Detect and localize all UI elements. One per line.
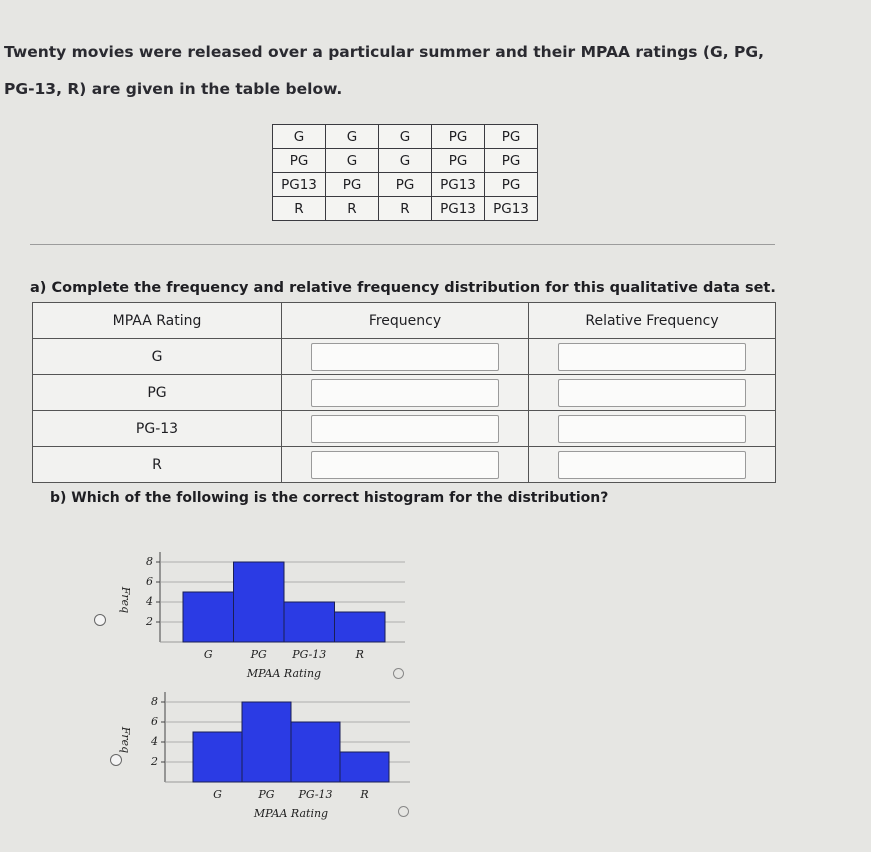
rating-cell: PG-13 bbox=[32, 410, 282, 447]
part-b-prompt: b) Which of the following is the correct… bbox=[50, 490, 609, 506]
table-cell: G bbox=[378, 148, 432, 173]
table-cell: PG bbox=[431, 124, 485, 149]
y-tick-label: 6 bbox=[151, 715, 158, 728]
table-row: PG13 PG PG PG13 PG bbox=[272, 172, 538, 197]
table-row: PG-13 bbox=[32, 410, 776, 447]
answer-input[interactable] bbox=[558, 378, 746, 407]
radio-option-2[interactable] bbox=[110, 754, 122, 766]
answer-input[interactable] bbox=[311, 378, 499, 407]
table-row: R bbox=[32, 446, 776, 483]
answer-input[interactable] bbox=[558, 414, 746, 443]
y-axis-label: Freq bbox=[119, 726, 132, 753]
bar bbox=[233, 561, 285, 643]
table-cell: PG bbox=[484, 148, 538, 173]
table-row: R R R PG13 PG13 bbox=[272, 196, 538, 221]
input-cell bbox=[528, 410, 776, 447]
table-row: G bbox=[32, 338, 776, 375]
table-cell: G bbox=[378, 124, 432, 149]
input-cell bbox=[281, 410, 529, 447]
answer-input[interactable] bbox=[558, 342, 746, 371]
rating-cell: G bbox=[32, 338, 282, 375]
part-a-prompt: a) Complete the frequency and relative f… bbox=[30, 280, 776, 296]
input-cell bbox=[528, 338, 776, 375]
y-tick-label: 8 bbox=[146, 555, 153, 568]
bar bbox=[334, 611, 386, 643]
y-axis-label: Freq bbox=[119, 586, 132, 613]
x-tick-label: PG bbox=[250, 648, 267, 661]
x-tick-label: G bbox=[204, 648, 213, 661]
table-row: PG G G PG PG bbox=[272, 148, 538, 173]
x-axis-label: MPAA Rating bbox=[253, 807, 328, 820]
table-cell: R bbox=[272, 196, 326, 221]
y-tick-label: 4 bbox=[150, 735, 158, 748]
y-tick-label: 6 bbox=[146, 575, 153, 588]
table-cell: PG13 bbox=[431, 196, 485, 221]
table-cell: G bbox=[325, 124, 379, 149]
table-cell: R bbox=[378, 196, 432, 221]
x-tick-label: PG-13 bbox=[297, 788, 332, 801]
table-cell: R bbox=[325, 196, 379, 221]
header-row: MPAA Rating Frequency Relative Frequency bbox=[32, 302, 776, 339]
bar bbox=[283, 601, 335, 643]
rating-cell: R bbox=[32, 446, 282, 483]
table-cell: PG bbox=[272, 148, 326, 173]
answer-input[interactable] bbox=[311, 342, 499, 371]
bar bbox=[192, 731, 243, 783]
histogram: 2 4 6 8 G PG PG-13 R MPAA Rating Freq bbox=[119, 692, 410, 820]
input-cell bbox=[281, 446, 529, 483]
y-tick-label: 2 bbox=[145, 615, 153, 628]
zoom-icon[interactable] bbox=[398, 806, 409, 817]
input-cell bbox=[281, 338, 529, 375]
table-cell: PG13 bbox=[272, 172, 326, 197]
header-cell: Frequency bbox=[281, 302, 529, 339]
x-tick-label: R bbox=[359, 788, 368, 801]
input-cell bbox=[281, 374, 529, 411]
y-tick-label: 2 bbox=[150, 755, 158, 768]
question-text: Twenty movies were released over a parti… bbox=[4, 43, 764, 98]
x-tick-label: PG-13 bbox=[291, 648, 326, 661]
input-cell bbox=[528, 446, 776, 483]
rating-cell: PG bbox=[32, 374, 282, 411]
radio-option-1[interactable] bbox=[94, 614, 106, 626]
answer-input[interactable] bbox=[558, 450, 746, 479]
bar bbox=[339, 751, 390, 783]
bar bbox=[182, 591, 234, 643]
table-cell: G bbox=[325, 148, 379, 173]
table-cell: G bbox=[272, 124, 326, 149]
answer-input[interactable] bbox=[311, 414, 499, 443]
x-tick-label: PG bbox=[257, 788, 274, 801]
bar bbox=[290, 721, 341, 783]
bar bbox=[241, 701, 292, 783]
data-table: G G G PG PG PG G G PG PG PG13 PG PG PG13 PG R R R PG13 PG13 bbox=[272, 124, 538, 221]
zoom-icon[interactable] bbox=[393, 668, 404, 679]
table-cell: PG bbox=[325, 172, 379, 197]
table-cell: PG bbox=[378, 172, 432, 197]
y-tick-label: 8 bbox=[151, 695, 158, 708]
table-cell: PG bbox=[484, 124, 538, 149]
header-cell: MPAA Rating bbox=[32, 302, 282, 339]
answer-input[interactable] bbox=[311, 450, 499, 479]
table-row: G G G PG PG bbox=[272, 124, 538, 149]
x-tick-label: R bbox=[355, 648, 364, 661]
frequency-table: MPAA Rating Frequency Relative Frequency G P… bbox=[32, 302, 776, 483]
x-tick-label: G bbox=[213, 788, 222, 801]
table-cell: PG bbox=[484, 172, 538, 197]
input-cell bbox=[528, 374, 776, 411]
x-axis-label: MPAA Rating bbox=[246, 667, 321, 680]
table-row: PG bbox=[32, 374, 776, 411]
histogram: 2 4 6 8 G PG PG-13 R MPAA Rating Freq bbox=[119, 552, 405, 680]
y-tick-label: 4 bbox=[145, 595, 153, 608]
table-cell: PG bbox=[431, 148, 485, 173]
table-cell: PG13 bbox=[484, 196, 538, 221]
table-cell: PG13 bbox=[431, 172, 485, 197]
divider bbox=[30, 244, 775, 245]
header-cell: Relative Frequency bbox=[528, 302, 776, 339]
